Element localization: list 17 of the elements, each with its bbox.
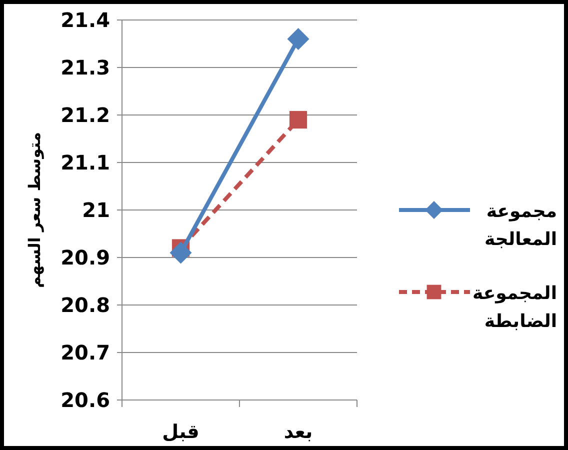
x-tick-label: بعد bbox=[284, 421, 313, 443]
y-tick-label: 21.2 bbox=[60, 103, 110, 127]
legend-label: مجموعة المعالجة bbox=[484, 201, 557, 250]
point bbox=[287, 28, 310, 50]
y-axis-title: متوسط سعر السهم bbox=[25, 132, 44, 288]
y-tick-label: 21.1 bbox=[60, 150, 110, 174]
point bbox=[289, 110, 308, 129]
y-tick-label: 21 bbox=[82, 198, 110, 222]
y-tick-label: 20.9 bbox=[60, 246, 110, 270]
y-tick-label: 20.8 bbox=[60, 293, 110, 317]
y-tick-label: 21.4 bbox=[60, 8, 110, 32]
point bbox=[170, 242, 192, 264]
y-tick-label: 21.3 bbox=[60, 56, 110, 80]
x-tick-label: قبل bbox=[162, 421, 200, 443]
y-tick-label: 20.7 bbox=[60, 340, 110, 364]
legend-label: المجموعة الضابطة bbox=[472, 283, 557, 332]
y-tick-label: 20.6 bbox=[60, 388, 110, 412]
